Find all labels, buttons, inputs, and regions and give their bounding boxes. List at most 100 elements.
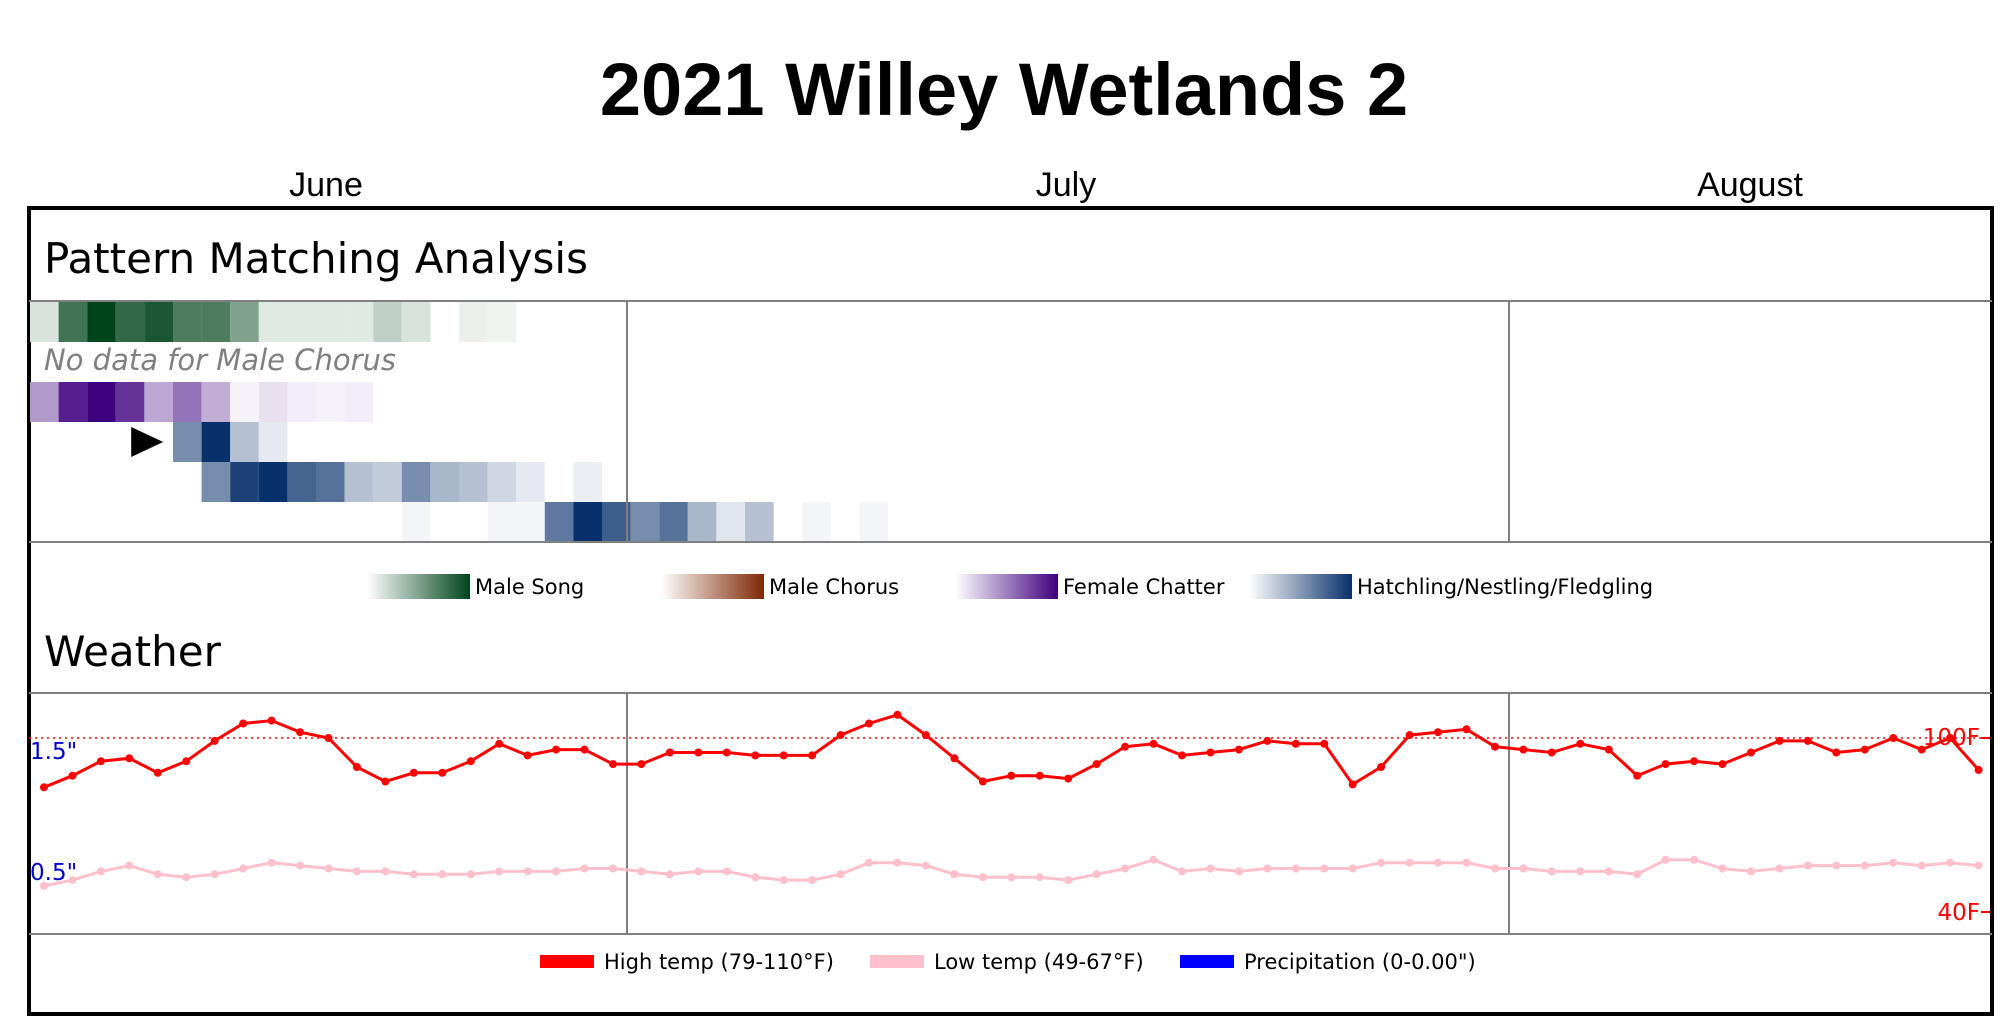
heatmap-cell <box>401 302 431 342</box>
low-temp-point <box>267 858 276 867</box>
heatmap-cell <box>459 302 488 342</box>
month-label-july: July <box>1036 166 1096 204</box>
high-temp-point <box>1234 745 1243 754</box>
high-temp-point <box>1149 739 1158 748</box>
low-temp-point <box>893 858 902 867</box>
low-temp-point <box>1206 864 1215 873</box>
low-temp-point <box>722 867 731 876</box>
heatmap-cell <box>516 462 545 502</box>
high-temp-point <box>239 719 248 728</box>
low-temp-point <box>978 873 987 882</box>
low-temp-point <box>239 864 248 873</box>
low-temp-point <box>1775 864 1784 873</box>
weather-legend-label: Precipitation (0-0.00") <box>1244 950 1476 974</box>
high-temp-point <box>580 745 589 754</box>
high-temp-point <box>409 768 418 777</box>
low-temp-point <box>324 864 333 873</box>
low-temp-point <box>40 881 48 890</box>
temp-axis-label-high: 100F <box>1923 725 1980 751</box>
heatmap-cell <box>258 422 288 462</box>
heatmap-cell <box>258 302 288 342</box>
high-temp-point <box>296 728 305 737</box>
low-temp-point <box>381 867 390 876</box>
high-temp-point <box>1576 739 1585 748</box>
high-temp-point <box>552 745 561 754</box>
high-temp-point <box>1604 745 1613 754</box>
low-temp-line <box>43 858 1979 888</box>
weather-legend-swatch <box>1180 955 1234 968</box>
high-temp-point <box>1064 774 1073 783</box>
heatmap-cell <box>30 382 59 422</box>
heatmap-legend: Male Song Male Chorus Female Chatter Hatchl… <box>367 574 1653 599</box>
high-temp-point <box>1946 734 1955 742</box>
heatmap-cell <box>802 502 831 542</box>
heatmap-cell <box>87 382 116 422</box>
low-temp-point <box>1747 867 1755 876</box>
high-temp-point <box>1491 742 1499 751</box>
heatmap-cell <box>87 302 116 342</box>
heatmap-cell <box>344 302 374 342</box>
month-label-june: June <box>289 166 363 204</box>
heatmap-cell <box>258 462 288 502</box>
legend-swatch <box>1249 574 1352 599</box>
high-temp-point <box>1121 742 1130 751</box>
heatmap-cell <box>401 462 431 502</box>
high-temp-point <box>210 736 219 745</box>
high-temp-point <box>950 754 959 763</box>
low-temp-point <box>125 861 134 870</box>
heatmap-cell <box>487 302 517 342</box>
low-temp-point <box>1832 861 1841 870</box>
low-temp-point <box>210 870 219 879</box>
heatmap-cell <box>230 382 259 422</box>
heatmap-cell <box>316 382 345 422</box>
high-temp-point <box>1263 736 1272 745</box>
low-temp-point <box>637 867 646 876</box>
high-temp-point <box>1718 760 1727 769</box>
high-temp-point <box>1519 745 1528 754</box>
high-temp-point <box>1690 757 1699 766</box>
heatmap-cell <box>30 302 59 342</box>
low-temp-point <box>865 858 873 867</box>
low-temp-point <box>552 867 561 876</box>
heatmap-cell <box>201 422 231 462</box>
heatmap-cell <box>859 502 888 542</box>
low-temp-point <box>1149 855 1158 864</box>
high-temp-point <box>921 731 930 740</box>
high-temp-point <box>153 768 162 777</box>
high-temp-point <box>694 748 703 757</box>
section-title-weather: Weather <box>44 627 222 676</box>
low-temp-point <box>409 870 418 879</box>
low-temp-point <box>1690 855 1699 864</box>
high-temp-point <box>609 760 617 769</box>
low-temp-point <box>950 870 959 879</box>
high-temp-point <box>1889 734 1898 742</box>
low-temp-point <box>1320 864 1329 873</box>
low-temp-point <box>1291 864 1300 873</box>
high-temp-point <box>523 751 532 760</box>
heatmap-cell <box>173 302 202 342</box>
heatmap-cell <box>58 302 88 342</box>
high-temp-point <box>1377 763 1386 771</box>
low-temp-point <box>751 873 760 882</box>
low-temp-point <box>96 867 105 876</box>
heatmap-cell <box>487 502 517 542</box>
precip-axis-label-low: 0.5" <box>30 860 77 886</box>
heatmap-cell <box>373 302 402 342</box>
high-temp-point <box>978 777 987 786</box>
legend-label: Male Chorus <box>769 575 899 599</box>
high-temp-point <box>1747 748 1755 757</box>
heatmap-cell <box>230 462 259 502</box>
heatmap-cell <box>316 302 345 342</box>
high-temp-point <box>182 757 191 766</box>
high-temp-point <box>1462 725 1471 734</box>
heatmap-cell <box>573 502 602 542</box>
legend-swatch <box>367 574 470 599</box>
heatmap-cell <box>716 502 745 542</box>
high-temp-point <box>1860 745 1869 754</box>
weather-legend-label: Low temp (49-67°F) <box>934 950 1144 974</box>
low-temp-point <box>1035 873 1044 882</box>
low-temp-point <box>1946 858 1955 867</box>
high-temp-point <box>466 757 475 766</box>
high-temp-point <box>125 754 134 763</box>
low-temp-point <box>1633 870 1642 879</box>
